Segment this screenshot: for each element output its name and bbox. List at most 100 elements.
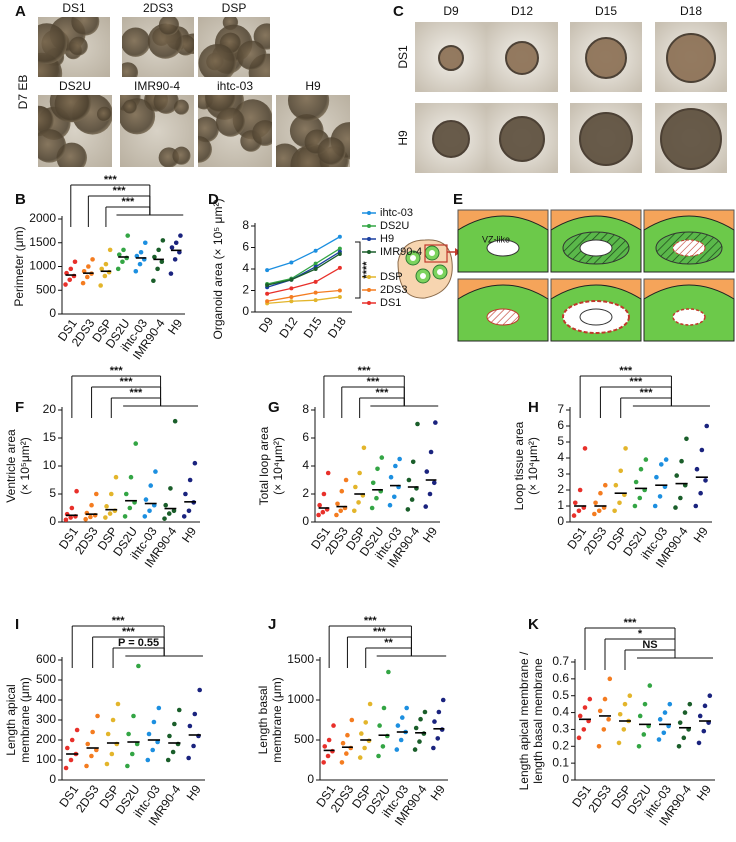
data-point (576, 735, 582, 741)
data-point (322, 744, 328, 749)
data-point (85, 741, 91, 747)
image-caption: IMR90-4 (134, 79, 180, 93)
y-tick-label: 0.3 (552, 722, 569, 736)
data-point (374, 495, 379, 501)
legend-label: H9 (380, 233, 394, 245)
data-point (173, 240, 179, 246)
data-point (166, 511, 172, 516)
legend-marker (367, 288, 371, 292)
data-point (65, 745, 70, 751)
data-point (89, 502, 94, 508)
data-point (183, 491, 188, 497)
sig-label: *** (624, 617, 638, 629)
data-point (145, 757, 151, 763)
data-point (104, 761, 110, 767)
data-point (684, 436, 689, 442)
panel-label: H (528, 399, 539, 416)
data-point (363, 720, 369, 725)
annotation: VZ-like (482, 234, 510, 244)
data-point (399, 715, 405, 720)
data-point (326, 737, 332, 743)
data-point (121, 247, 126, 253)
y-tick-label: 0 (49, 514, 56, 528)
data-point (577, 713, 583, 719)
data-point (178, 233, 183, 238)
marker (289, 277, 294, 282)
y-tick-label: 5 (557, 434, 564, 448)
data-point (370, 480, 376, 486)
y-tick-label: 7 (557, 402, 564, 416)
x-tick-label: D15 (301, 314, 325, 340)
data-point (395, 723, 401, 728)
sig-label: *** (630, 376, 644, 388)
sig-label: *** (619, 365, 633, 377)
embryoid-body (38, 105, 54, 137)
embryoid-bodies (120, 95, 191, 167)
panel-label: I (15, 616, 19, 633)
data-point (362, 745, 367, 751)
y-axis-title: Organoid area (× 10⁵ μm²) (211, 199, 225, 340)
panel-label: F (15, 399, 24, 416)
legend-marker (367, 211, 371, 215)
data-point (681, 735, 687, 741)
sig-label: *** (104, 174, 118, 186)
data-point (387, 502, 393, 508)
x-tick-label: H9 (179, 524, 199, 545)
y-tick-label: 0 (302, 514, 309, 528)
data-point (345, 732, 350, 738)
y-tick-label: 500 (36, 282, 56, 296)
y-tick-label: 6 (557, 418, 564, 432)
y-tick-label: 500 (294, 732, 314, 746)
embryoid-body (158, 17, 180, 36)
data-point (641, 732, 647, 737)
data-point (678, 495, 683, 501)
data-point (186, 755, 191, 761)
data-point (331, 723, 336, 728)
data-point (317, 502, 322, 508)
data-point (151, 278, 156, 284)
legend-label: DS2U (380, 220, 409, 232)
data-point (72, 259, 78, 265)
data-point (63, 765, 69, 771)
row-label: DS1 (396, 45, 410, 69)
data-point (643, 457, 649, 462)
data-point (410, 459, 416, 465)
x-tick-label: D9 (256, 314, 276, 335)
legend-label: DS1 (380, 297, 401, 309)
panel-label: A (15, 3, 26, 20)
marker (313, 267, 318, 271)
data-point (131, 713, 136, 719)
embryoid-bodies (276, 95, 350, 167)
data-point (159, 259, 165, 265)
panel-label: J (268, 616, 276, 633)
x-tick-label: H9 (691, 524, 711, 545)
y-tick-label: 1500 (29, 235, 56, 249)
embryoid-bodies (38, 95, 112, 167)
data-point (171, 508, 177, 514)
data-point (172, 721, 177, 727)
y-tick-label: 500 (36, 672, 56, 686)
data-point (612, 508, 617, 514)
data-point (582, 446, 588, 451)
y-tick-label: 8 (242, 218, 249, 232)
data-point (69, 737, 75, 743)
organoid (505, 41, 539, 75)
image-caption: 2DS3 (143, 1, 173, 15)
data-point (89, 753, 94, 759)
line (266, 236, 341, 271)
embryoid-body (287, 95, 330, 122)
data-point (418, 716, 423, 722)
data-point (656, 737, 662, 742)
data-point (621, 727, 627, 732)
data-point (637, 713, 643, 719)
y-tick-label: 0 (49, 306, 56, 320)
sig-label: NS (642, 639, 657, 651)
organoid (660, 108, 722, 170)
data-point (90, 729, 95, 735)
y-tick-label: 0 (307, 772, 314, 786)
data-point (94, 747, 99, 753)
data-point (63, 517, 69, 523)
data-point (353, 484, 358, 490)
y-tick-label: 4 (302, 458, 309, 472)
legend-marker (367, 250, 371, 254)
